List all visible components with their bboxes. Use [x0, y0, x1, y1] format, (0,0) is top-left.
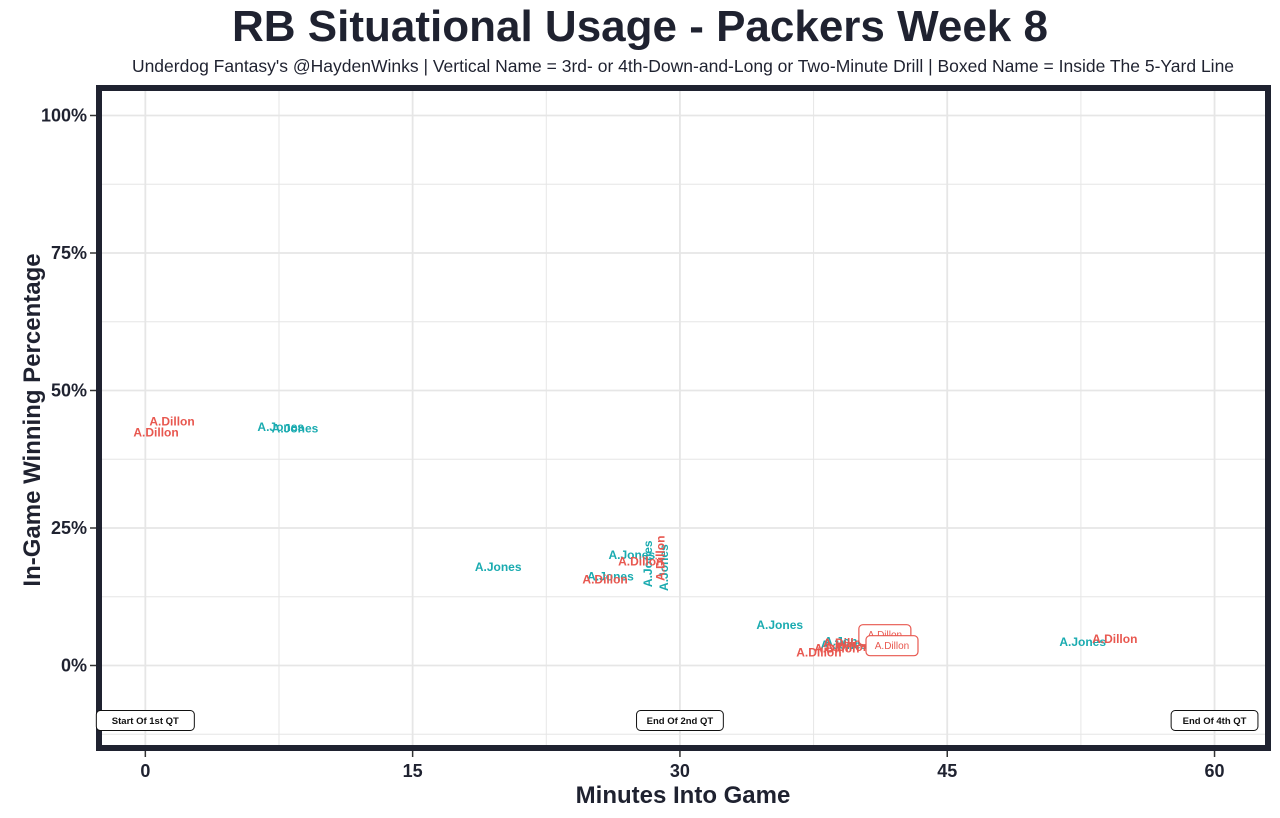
data-label: A.Dillon	[796, 645, 841, 659]
data-label: A.Dillon	[133, 425, 178, 439]
y-tick-label: 75%	[51, 243, 87, 263]
y-tick-label: 25%	[51, 518, 87, 538]
data-label: A.Dillon	[582, 573, 627, 587]
data-label: A.Dillon	[814, 641, 859, 655]
y-tick-label: 0%	[61, 656, 87, 676]
data-label-vertical: A.Jones	[657, 544, 671, 591]
data-label: A.Jones	[475, 560, 522, 574]
annotation-label: End Of 4th QT	[1183, 716, 1247, 727]
data-label: A.Jones	[587, 569, 634, 583]
data-label: A.Dillon	[1092, 632, 1137, 646]
y-tick-label: 50%	[51, 381, 87, 401]
data-label: A.Jones	[608, 548, 655, 562]
data-label: A.Jones	[272, 421, 319, 435]
annotation-box	[95, 710, 195, 731]
x-axis-label: Minutes Into Game	[576, 782, 791, 809]
chart-title: RB Situational Usage - Packers Week 8	[232, 2, 1048, 51]
x-tick-label: 0	[140, 761, 150, 781]
data-label-vertical: A.Dillon	[653, 536, 667, 581]
data-label-box	[865, 635, 919, 657]
data-label: A.Jones	[756, 618, 803, 632]
data-label: A.Jones	[1059, 635, 1106, 649]
y-axis-label: In-Game Winning Percentage	[19, 253, 46, 586]
y-tick-label: 100%	[41, 106, 87, 126]
annotation-label: End Of 2nd QT	[647, 716, 714, 727]
x-tick-label: 45	[937, 761, 957, 781]
annotation-label: Start Of 1st QT	[112, 716, 179, 727]
data-label-boxed: A.Dillon	[875, 641, 909, 652]
x-tick-label: 30	[670, 761, 690, 781]
data-label: A.Dillon	[149, 414, 194, 428]
x-tick-label: 15	[403, 761, 423, 781]
data-label: A.Dillon	[825, 640, 870, 654]
data-label: A.Jones	[257, 420, 304, 434]
data-label: A.Dillon	[823, 636, 868, 650]
annotation-box	[1170, 710, 1259, 731]
plot-frame	[96, 85, 1271, 751]
x-tick-label: 60	[1205, 761, 1225, 781]
chart-subtitle: Underdog Fantasy's @HaydenWinks | Vertic…	[131, 56, 1235, 76]
data-label: A.Dillon	[618, 555, 663, 569]
data-label-vertical: A.Jones	[641, 540, 655, 587]
annotation-box	[636, 710, 724, 731]
data-label: A.Jones	[821, 638, 868, 652]
